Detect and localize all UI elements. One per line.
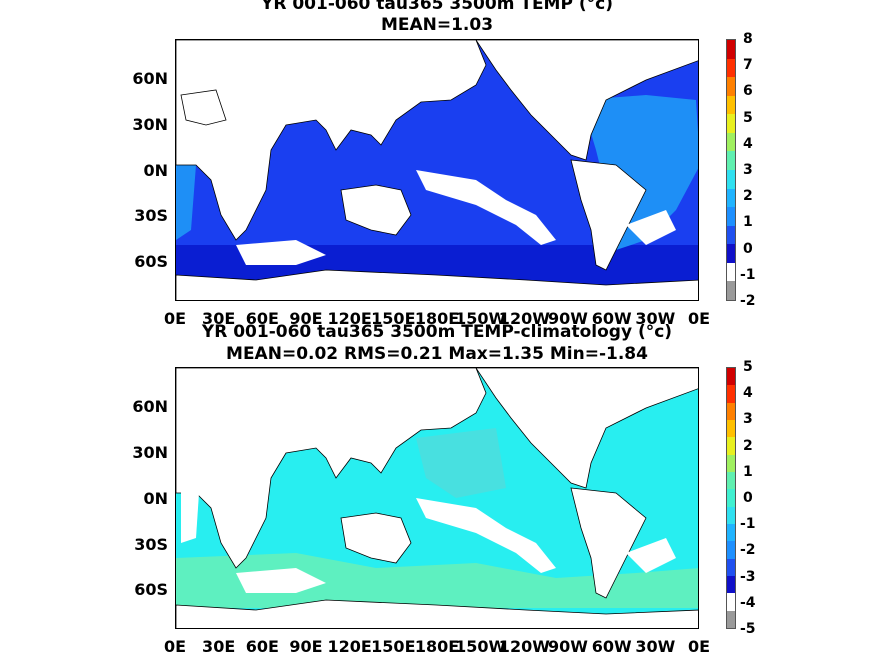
panel1-colorbar-segment	[727, 151, 735, 170]
panel1-colorbar-segment	[727, 169, 735, 189]
panel2-colorbar-tick-label: -5	[740, 621, 756, 637]
panel2-map	[175, 367, 699, 629]
panel1-title-line1: YR 001-060 tau365 3500m TEMP (°c)	[261, 0, 613, 14]
panel2-colorbar-tick-label: -1	[740, 516, 756, 533]
panel2-colorbar-segment	[727, 419, 735, 438]
panel2-colorbar-segment	[727, 523, 735, 542]
panel1-lat-label-60S: 60S	[134, 252, 168, 271]
panel1-colorbar-segment	[727, 58, 735, 78]
panel2-lon-label: 0E	[163, 637, 187, 656]
panel1-colorbar-segment	[727, 95, 735, 115]
panel1-map	[175, 39, 699, 301]
panel2-colorbar	[726, 367, 736, 629]
panel1-lon-label: 150W	[455, 309, 507, 328]
panel1-lon-label: 90W	[548, 309, 588, 328]
panel1-lat-label-60N: 60N	[132, 69, 168, 88]
panel1-colorbar-tick-label: 2	[743, 188, 753, 205]
panel2-lon-label: 180E	[414, 637, 460, 656]
panel1-lat-label-30S: 30S	[134, 206, 168, 225]
panel2-lat-label-30S: 30S	[134, 535, 168, 554]
panel1-colorbar-tick-label: 0	[743, 240, 753, 257]
panel2-colorbar-segment	[727, 506, 735, 524]
panel2-lat-label-0N: 0N	[143, 489, 168, 508]
panel2-colorbar-tick-label: 2	[743, 437, 753, 454]
panel2-lat-label-30N: 30N	[132, 443, 168, 462]
panel2-lon-label: 60W	[591, 637, 632, 656]
panel2-colorbar-tick-label: 0	[743, 490, 753, 506]
panel1-colorbar-tick-label: 3	[743, 162, 753, 178]
panel2-colorbar-segment	[727, 471, 735, 490]
panel2-colorbar-tick-label: -3	[740, 568, 756, 585]
panel1-lon-label: 120E	[327, 309, 372, 328]
panel2-colorbar-tick-label: -2	[740, 542, 756, 559]
panel1-colorbar-tick-label: 7	[743, 57, 753, 74]
panel1-lon-label: 60E	[245, 309, 279, 328]
panel2-lon-label: 150E	[371, 637, 416, 656]
panel2-colorbar-tick-label: 4	[743, 385, 753, 402]
panel2-colorbar-tick-label: -4	[740, 594, 756, 611]
panel2-colorbar-segment	[727, 437, 735, 455]
panel1-colorbar-tick-label: -2	[740, 293, 756, 309]
panel2-map-svg	[176, 368, 698, 628]
panel2-colorbar-segment	[727, 402, 735, 420]
panel1-lat-label-0N: 0N	[143, 161, 168, 180]
panel1-colorbar-segment	[727, 225, 735, 245]
panel1-colorbar-tick-label: 6	[743, 83, 753, 100]
panel1-lon-label: 0E	[687, 309, 711, 328]
panel2-lon-label: 0E	[687, 637, 711, 656]
panel2-title-line1: YR 001-060 tau365 3500m TEMP-climatology…	[201, 322, 673, 342]
panel1-colorbar-tick-label: 5	[743, 109, 753, 126]
panel1-lon-label: 120W	[498, 309, 550, 328]
panel2-colorbar-segment	[727, 489, 735, 507]
panel2-lat-label-60N: 60N	[132, 397, 168, 416]
panel2-colorbar-segment	[727, 541, 735, 559]
panel2-colorbar-tick-label: 1	[743, 463, 753, 480]
panel1-colorbar-segment	[727, 77, 735, 96]
panel2-colorbar-tick-label: 5	[743, 359, 753, 375]
panel1-lon-label: 180E	[414, 309, 460, 328]
panel1-colorbar-segment	[727, 207, 735, 226]
panel1-lon-label: 30E	[202, 309, 236, 328]
panel1-colorbar-tick-label: 4	[743, 135, 753, 152]
panel1-colorbar-segment	[727, 132, 735, 152]
panel2-lon-label: 30W	[635, 637, 676, 656]
panel1-map-svg	[176, 40, 698, 300]
panel1-colorbar-segment	[727, 188, 735, 208]
panel2-colorbar-segment	[727, 558, 735, 576]
panel2-colorbar-tick-label: 3	[743, 411, 753, 428]
panel1-colorbar	[726, 39, 736, 301]
panel2-colorbar-segment	[727, 610, 735, 628]
panel1-colorbar-segment	[727, 114, 735, 133]
panel2-colorbar-segment	[727, 368, 735, 386]
panel2-lat-label-60S: 60S	[134, 580, 168, 599]
panel2-lon-label: 120E	[327, 637, 372, 656]
panel1-title-line2: MEAN=1.03	[380, 15, 494, 35]
panel2-title-line2: MEAN=0.02 RMS=0.21 Max=1.35 Min=-1.84	[226, 344, 648, 364]
panel1-lon-label: 60W	[591, 309, 632, 328]
panel1-colorbar-segment	[727, 262, 735, 282]
panel2-lon-label: 30E	[202, 637, 236, 656]
panel1-lat-label-30N: 30N	[132, 115, 168, 134]
panel2-lon-label: 120W	[498, 637, 550, 656]
panel1-colorbar-segment	[727, 244, 735, 263]
panel2-colorbar-segment	[727, 575, 735, 594]
panel1-lon-label: 0E	[163, 309, 187, 328]
panel1-lon-label: 150E	[371, 309, 416, 328]
panel1-colorbar-tick-label: -1	[740, 266, 756, 283]
panel2-colorbar-segment	[727, 593, 735, 611]
panel1-lon-label: 90E	[289, 309, 323, 328]
panel1-lon-label: 30W	[635, 309, 676, 328]
panel2-colorbar-segment	[727, 454, 735, 472]
panel2-colorbar-segment	[727, 385, 735, 403]
panel2-lon-label: 90E	[289, 637, 323, 656]
panel1-colorbar-segment	[727, 281, 735, 300]
panel2-lon-label: 90W	[548, 637, 588, 656]
panel2-lon-label: 60E	[245, 637, 279, 656]
panel1-colorbar-segment	[727, 40, 735, 59]
panel1-colorbar-tick-label: 1	[743, 214, 753, 231]
panel2-lon-label: 150W	[455, 637, 507, 656]
panel1-colorbar-tick-label: 8	[743, 31, 753, 47]
